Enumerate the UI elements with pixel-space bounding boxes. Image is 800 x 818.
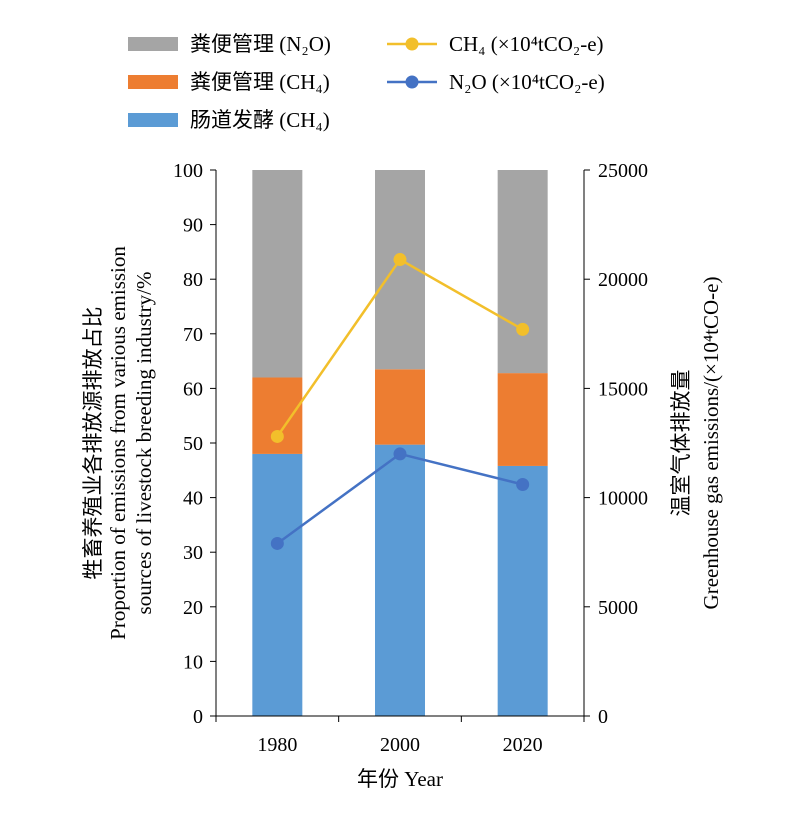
y2-tick-label: 20000	[598, 269, 648, 291]
legend-swatch-0	[128, 113, 178, 127]
y2-tick-label: 0	[598, 706, 608, 728]
legend: 肠道发酵 (CH₄) 粪便管理 (CH₄) 粪便管理 (N₂O) CH₄ (×10⁴t…	[128, 32, 605, 132]
y-tick-label: 50	[183, 433, 203, 455]
y-tick-label: 60	[183, 378, 203, 400]
y2-axis-title-line-1: Greenhouse gas emissions/(×10⁴tCO-e)	[699, 277, 723, 610]
bar-2020-series-1	[497, 373, 548, 466]
lines	[270, 253, 530, 550]
legend-label-1: 粪便管理 (CH₄)	[190, 70, 330, 94]
y-tick-label: 20	[183, 597, 203, 619]
legend-label-4: N₂O (×10⁴tCO₂-e)	[449, 70, 605, 94]
y2-axis-title-line-0: 温室气体排放量	[669, 370, 693, 517]
y2-tick-label: 5000	[598, 597, 638, 619]
y-tick-label: 80	[183, 269, 203, 291]
axis-labels: 年份 Year 牲畜养殖业各排放源排放占比 Proportion of emissi…	[81, 246, 723, 791]
x-tick-label: 2020	[503, 734, 543, 756]
y-tick-label: 100	[173, 160, 203, 182]
point-1980-line-0	[270, 429, 284, 443]
point-1980-line-1	[270, 536, 284, 550]
legend-swatch-2	[128, 37, 178, 51]
y2-tick-label: 25000	[598, 160, 648, 182]
x-tick-label: 2000	[380, 734, 420, 756]
y-tick-label: 70	[183, 324, 203, 346]
bar-1980-series-0	[252, 453, 303, 716]
point-2020-line-0	[516, 322, 530, 336]
y-tick-label: 0	[193, 706, 203, 728]
legend-label-0: 肠道发酵 (CH₄)	[190, 108, 330, 132]
legend-swatch-marker-4	[405, 75, 419, 89]
axes: 0 10 20 30 40 50 60 70 80 90 100 0 5000 10000 15000 200…	[173, 160, 648, 756]
point-2020-line-1	[516, 477, 530, 491]
legend-swatch-1	[128, 75, 178, 89]
point-2000-line-0	[393, 253, 407, 267]
bar-2000-series-0	[375, 444, 425, 716]
x-tick-label: 1980	[257, 734, 297, 756]
legend-label-2: 粪便管理 (N₂O)	[190, 32, 331, 56]
bar-1980-series-2	[252, 170, 303, 378]
bars	[252, 170, 548, 716]
y2-tick-label: 15000	[598, 378, 648, 400]
x-axis-title: 年份 Year	[357, 767, 443, 791]
legend-swatch-marker-3	[405, 37, 419, 51]
y2-tick-label: 10000	[598, 488, 648, 510]
point-2000-line-1	[393, 447, 407, 461]
y-axis-title-line-1: Proportion of emissions from various emi…	[106, 246, 130, 640]
bar-2020-series-0	[497, 465, 548, 716]
y-tick-label: 90	[183, 215, 203, 237]
y-tick-label: 40	[183, 488, 203, 510]
legend-label-3: CH₄ (×10⁴tCO₂-e)	[449, 32, 604, 56]
bar-2020-series-2	[497, 170, 548, 374]
y-tick-label: 30	[183, 542, 203, 564]
bar-2000-series-1	[375, 369, 425, 445]
y-tick-label: 10	[183, 651, 203, 673]
y-axis-title-line-0: 牲畜养殖业各排放源排放占比	[81, 307, 105, 580]
y-axis-title-line-2: sources of livestock breeding industry/%	[132, 272, 156, 615]
